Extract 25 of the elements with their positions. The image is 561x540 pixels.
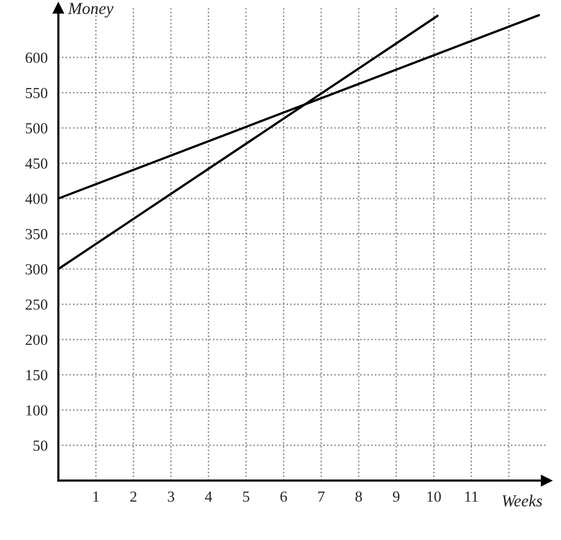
y-tick-label: 200 [26, 334, 48, 346]
x-tick-label: 11 [465, 492, 478, 502]
y-tick-label: 400 [25, 194, 48, 204]
x-tick-label: 10 [427, 491, 441, 502]
x-tick-label: 7 [318, 492, 325, 502]
x-axis-title: Weeks [502, 494, 542, 507]
y-tick-label: 300 [26, 264, 48, 274]
y-axis-title: Money [68, 3, 114, 18]
y-tick-label: 50 [34, 440, 48, 451]
y-tick-label: 350 [26, 228, 48, 240]
x-tick-label: 1 [93, 492, 99, 502]
x-tick-label: 2 [130, 492, 136, 502]
y-tick-label: 500 [26, 123, 48, 134]
y-tick-label: 450 [25, 158, 48, 169]
x-tick-label: 8 [355, 491, 362, 502]
x-tick-label: 3 [168, 492, 174, 502]
y-tick-label: 150 [26, 370, 48, 380]
x-tick-label: 9 [392, 492, 400, 502]
x-tick-label: 5 [243, 492, 250, 502]
x-tick-label: 4 [205, 492, 212, 502]
y-tick-label: 600 [26, 52, 48, 63]
y-tick-label: 250 [26, 299, 48, 310]
y-tick-label: 100 [26, 405, 48, 416]
y-tick-label: 550 [26, 88, 48, 98]
x-tick-label: 6 [280, 492, 287, 502]
